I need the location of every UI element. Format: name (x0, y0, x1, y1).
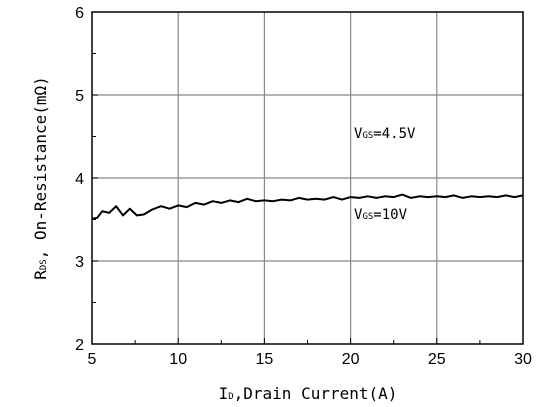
y-tick-label: 2 (75, 337, 84, 354)
annotation-vgs-4-5v: VGS=4.5V (354, 126, 416, 142)
grid-lines (92, 12, 523, 344)
y-tick-label: 3 (75, 254, 84, 271)
tick-labels: 5 10 15 20 25 30 2 3 4 5 6 (75, 5, 532, 368)
x-tick-label: 15 (256, 351, 274, 368)
x-axis-label: ID,Drain Current(A) (219, 384, 398, 403)
x-tick-label: 5 (88, 351, 97, 368)
y-tick-label: 6 (75, 5, 84, 22)
y-tick-label: 5 (75, 88, 84, 105)
series-layer (91, 193, 524, 220)
series-line-rds (91, 193, 524, 220)
x-tick-label: 30 (514, 351, 532, 368)
x-tick-label: 25 (428, 351, 446, 368)
annotation-vgs-10v: VGS=10V (354, 207, 408, 223)
y-tick-label: 4 (75, 171, 84, 188)
x-tick-label: 10 (169, 351, 187, 368)
tick-marks (91, 11, 524, 345)
x-tick-label: 20 (342, 351, 360, 368)
y-axis-label: RDS, On-Resistance(mΩ) (31, 76, 50, 280)
